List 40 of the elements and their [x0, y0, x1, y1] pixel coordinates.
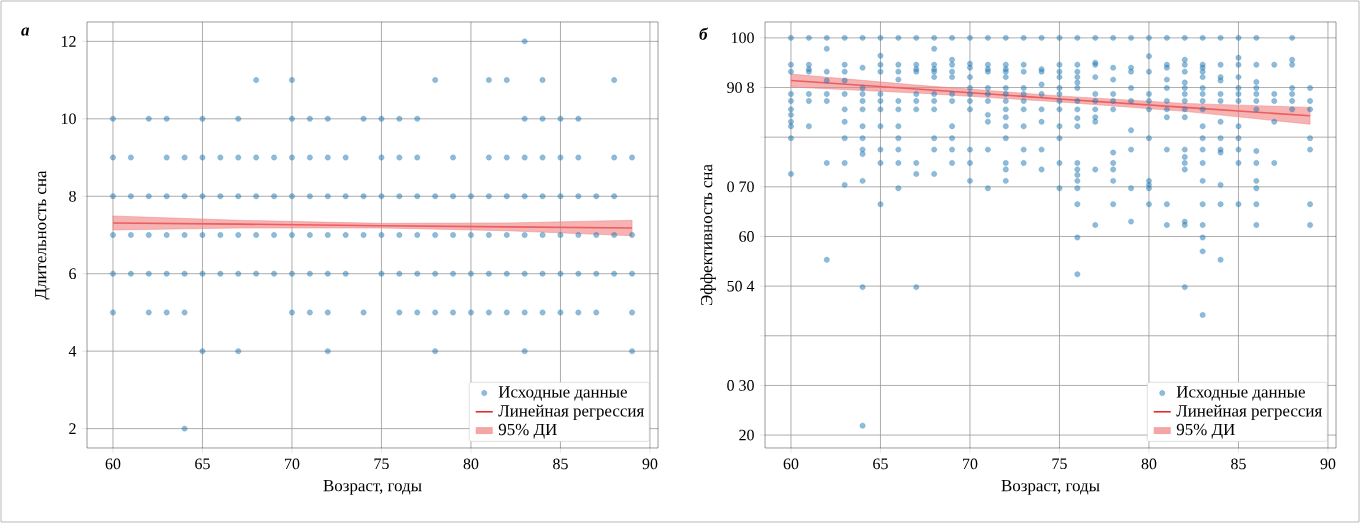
- x-tick-label: 75: [374, 458, 389, 470]
- y-tick-label: 6: [69, 268, 77, 280]
- x-tick-label: 60: [783, 458, 799, 470]
- y-axis-title: Эффективность сна: [700, 164, 716, 306]
- y-tick-label: 2: [69, 423, 76, 434]
- x-tick-label: 80: [1141, 458, 1157, 470]
- y-tick-label: 8: [69, 190, 76, 202]
- y-tick-label: 12: [61, 36, 76, 47]
- legend-label: Исходные данные: [498, 386, 627, 401]
- x-tick-label: 85: [1231, 458, 1246, 470]
- x-axis-title: Возраст, годы: [1001, 480, 1100, 495]
- y-tick-label: 50 4: [727, 280, 755, 292]
- legend-label: Линейная регрессия: [1176, 404, 1322, 420]
- x-tick-label: 90: [1320, 458, 1336, 470]
- y-tick-label: 10: [61, 113, 76, 125]
- x-tick-label: 65: [873, 458, 888, 470]
- x-tick-label: 60: [105, 458, 121, 470]
- y-tick-label: 4: [68, 345, 77, 357]
- y-tick-label: 20: [739, 429, 754, 441]
- annotation: 95% ДИ: [1176, 423, 1235, 439]
- y-tick-label: 60: [739, 231, 754, 242]
- legend-label: Линейная регрессия: [498, 404, 644, 420]
- x-tick-label: 70: [963, 458, 978, 470]
- x-tick-label: 75: [1052, 458, 1067, 470]
- x-tick-label: 90: [642, 458, 658, 470]
- y-tick-label: 0 70: [727, 181, 754, 193]
- y-tick-label: 90 8: [727, 82, 754, 93]
- x-tick-label: 80: [463, 458, 479, 470]
- x-tick-label: 85: [553, 458, 568, 470]
- chart-title: а: [21, 27, 30, 36]
- y-tick-label: 0 30: [727, 380, 754, 391]
- x-tick-label: 70: [285, 458, 300, 470]
- y-tick-label: 100: [732, 32, 754, 44]
- line-series: [790, 79, 1311, 117]
- annotation: 95% ДИ: [498, 423, 557, 439]
- x-axis-title: Возраст, годы: [323, 480, 422, 495]
- legend-label: Исходные данные: [1176, 386, 1305, 401]
- y-axis-title: Длительность сна: [35, 170, 50, 300]
- x-tick-label: 65: [195, 458, 210, 470]
- chart-title: б: [699, 27, 709, 40]
